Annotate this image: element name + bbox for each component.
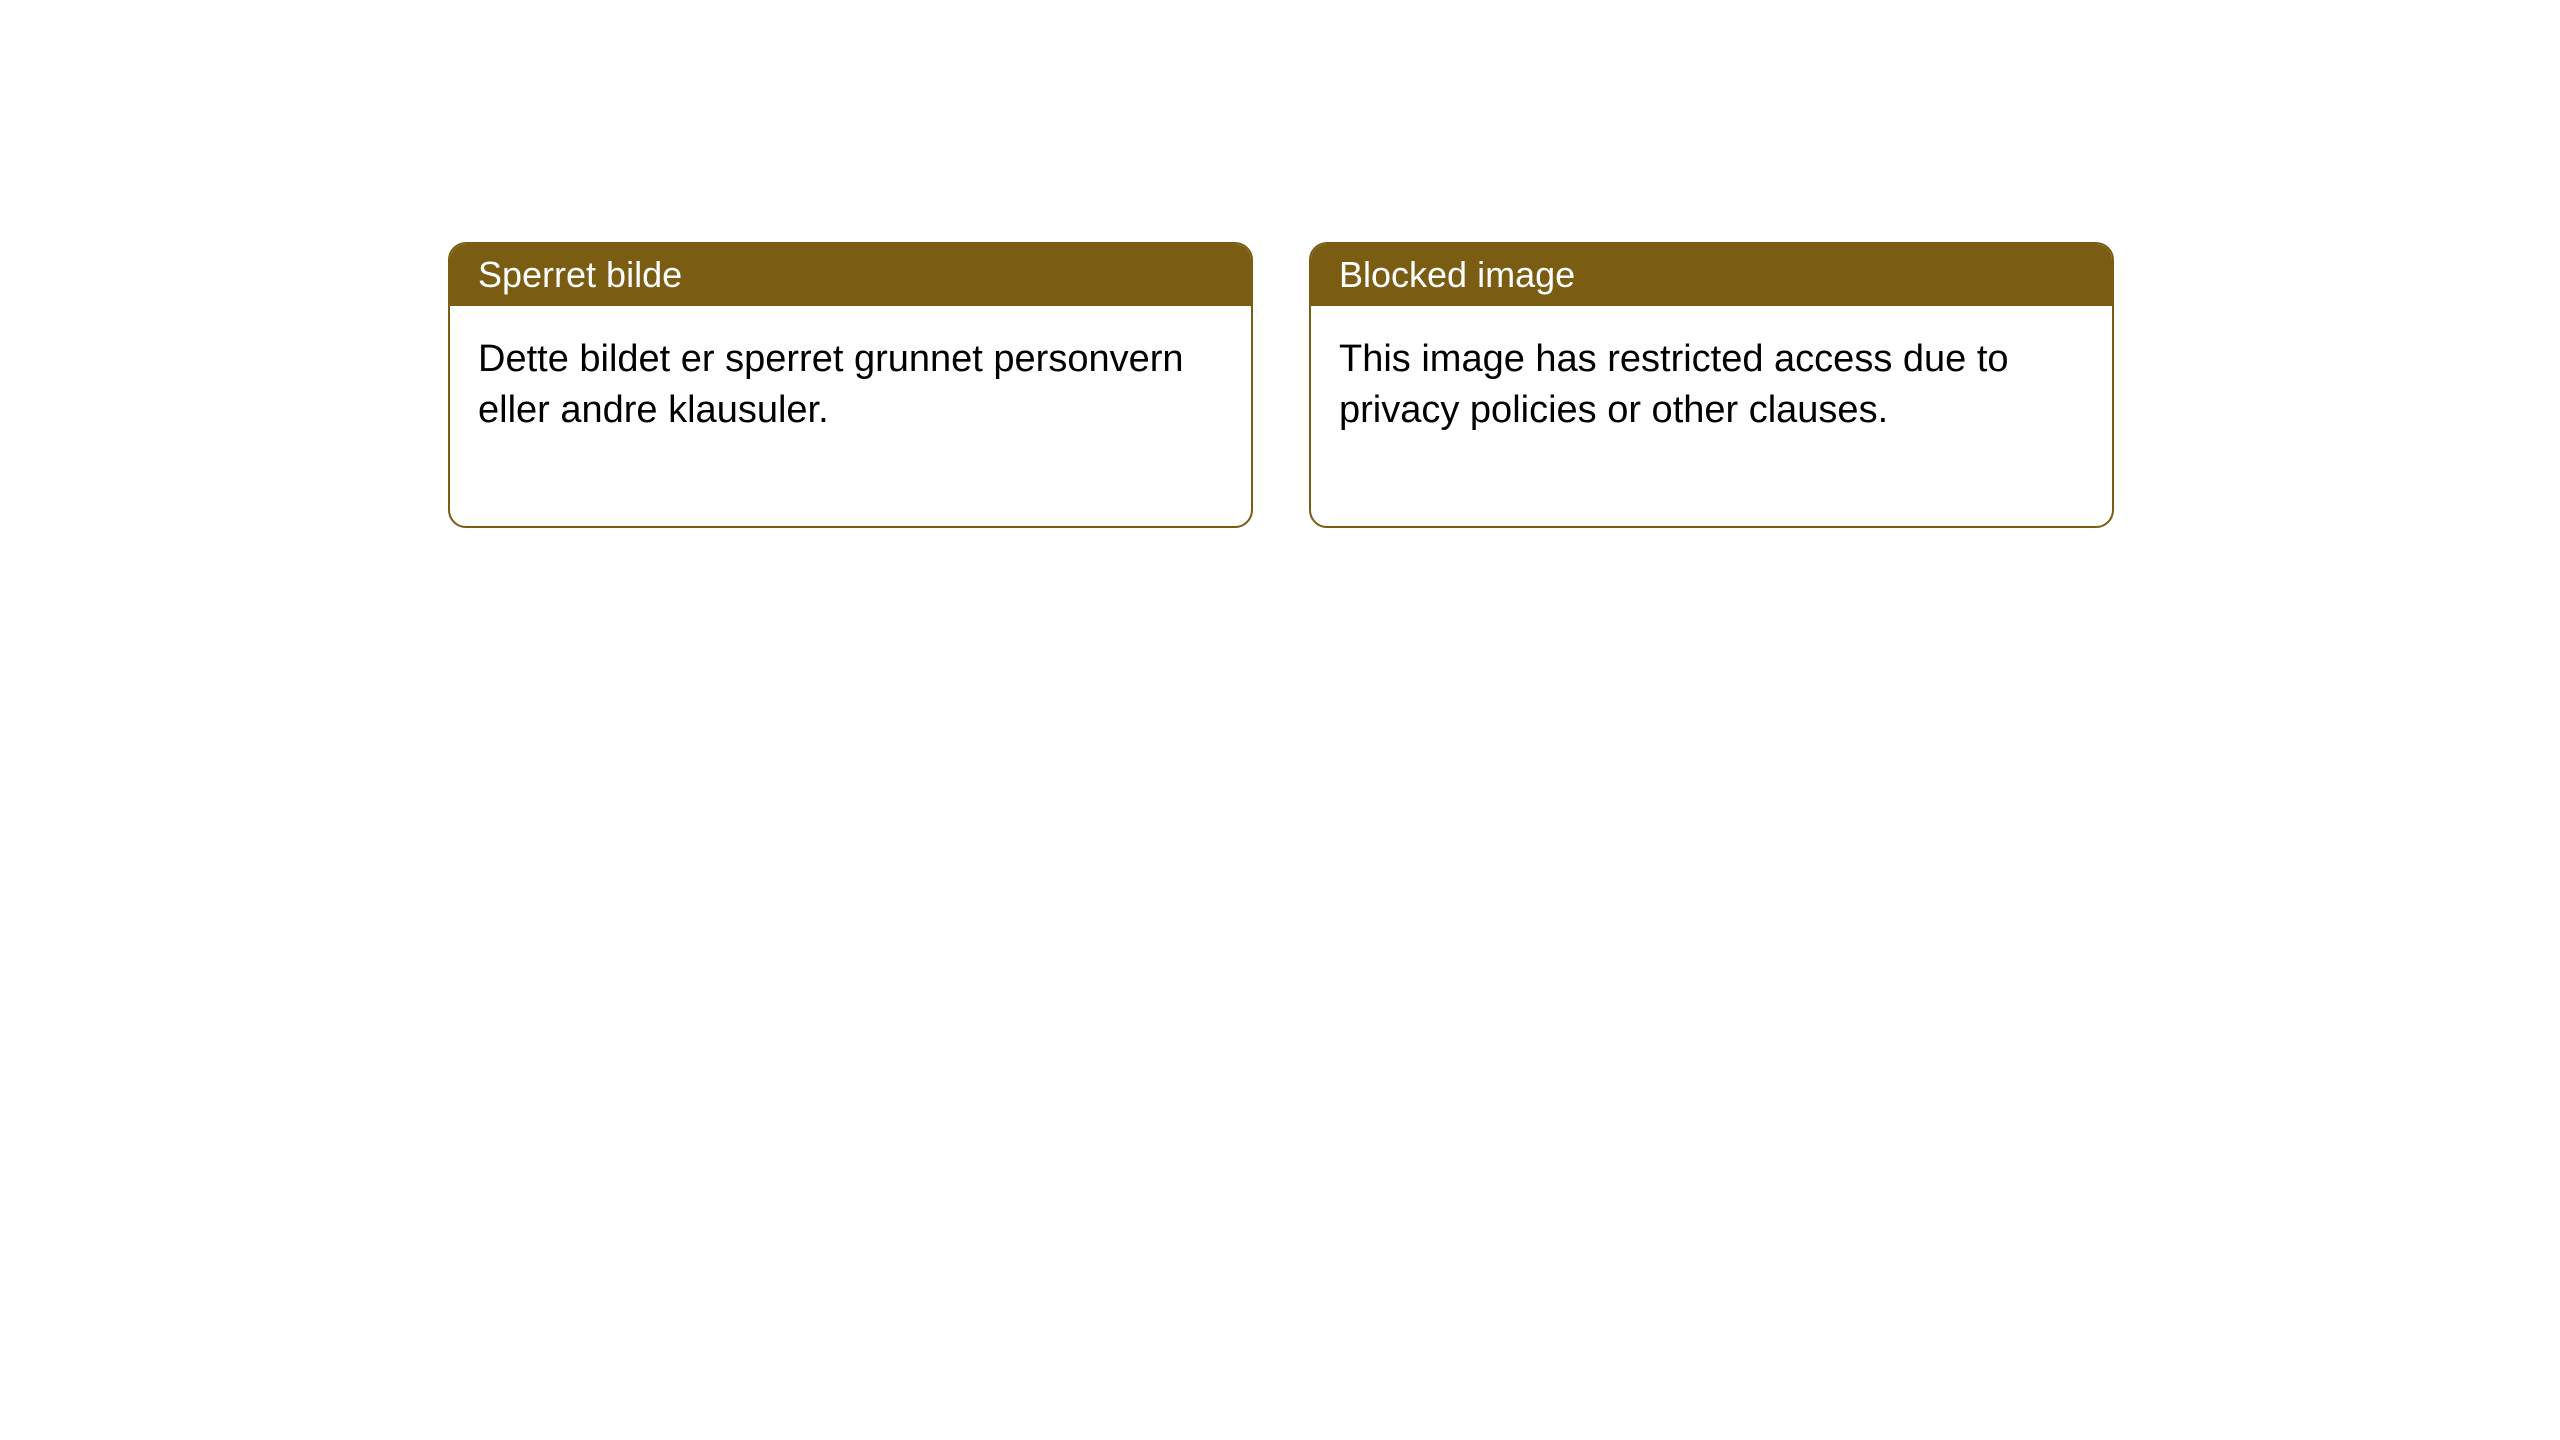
notice-card-english: Blocked image This image has restricted … [1309,242,2114,528]
notice-body: Dette bildet er sperret grunnet personve… [450,306,1251,526]
notice-container: Sperret bilde Dette bildet er sperret gr… [448,242,2114,528]
notice-header: Sperret bilde [450,244,1251,306]
notice-text: Dette bildet er sperret grunnet personve… [478,338,1184,431]
notice-header: Blocked image [1311,244,2112,306]
notice-body: This image has restricted access due to … [1311,306,2112,526]
notice-text: This image has restricted access due to … [1339,338,2009,431]
notice-title: Sperret bilde [478,254,682,295]
notice-title: Blocked image [1339,254,1575,295]
notice-card-norwegian: Sperret bilde Dette bildet er sperret gr… [448,242,1253,528]
